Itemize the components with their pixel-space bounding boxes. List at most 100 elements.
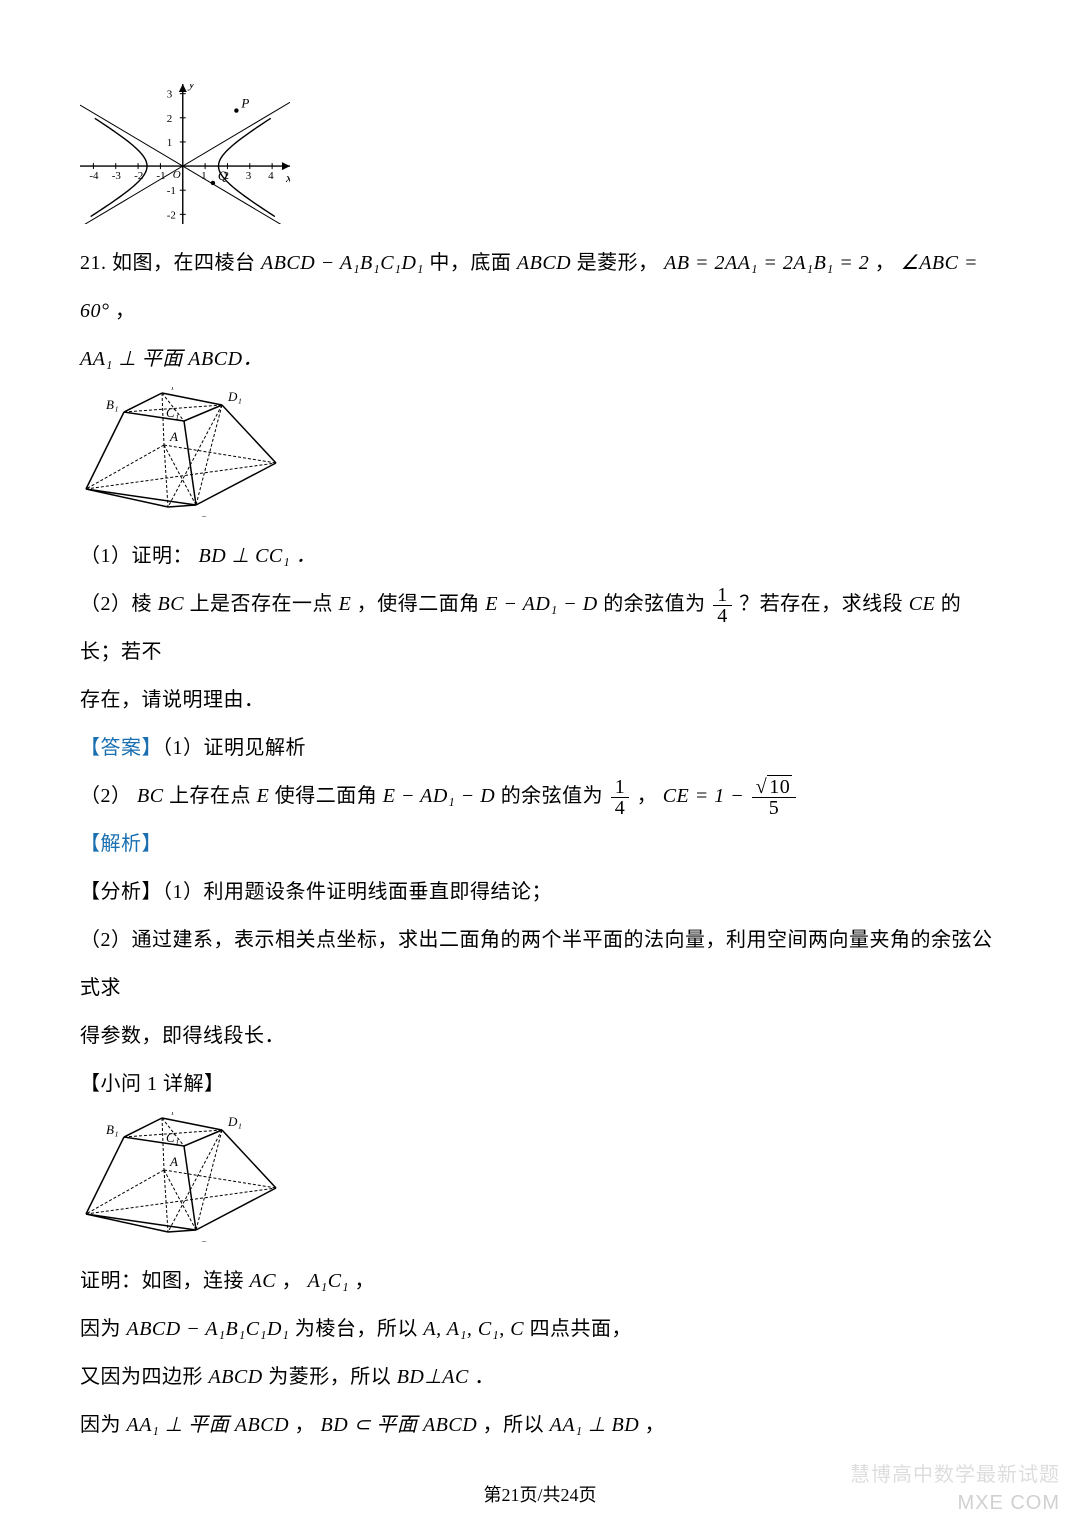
text: 为棱台，所以 [295,1318,424,1340]
svg-text:4: 4 [268,170,274,182]
math-a1c1: A₁C₁ [308,1270,349,1292]
fenxi2b: 得参数，即得线段长． [80,1025,285,1047]
figure-frustum-1: A₁D₁C₁B₁ADCBE [80,387,1000,522]
text: 中，底面 [429,252,517,274]
frac-den: 5 [752,798,796,818]
svg-text:3: 3 [246,170,252,182]
svg-text:A: A [169,1154,178,1169]
math-l4b: BD ⊂ 平面 ABCD [321,1414,478,1436]
math-e2: E [257,785,270,807]
math-base: ABCD [517,252,571,274]
text: ， [645,1414,666,1436]
svg-text:B₁: B₁ [106,1122,118,1137]
math-ce: CE [909,593,936,615]
text: 上存在点 [169,785,257,807]
text: ，所以 [483,1414,550,1436]
frac-den: 4 [713,606,732,626]
svg-text:-3: -3 [112,170,122,182]
frac-num: 1 [713,585,732,606]
svg-text:2: 2 [167,113,173,125]
answer-label: 【答案】 [80,737,162,759]
svg-text:Q: Q [218,168,228,183]
math-eq: AB = 2AA₁ = 2A₁B₁ = 2 [664,252,869,274]
svg-text:A₁: A₁ [161,1112,174,1115]
frac-num: 1 [611,777,630,798]
answer-line2: （2） BC 上存在点 E 使得二面角 E − AD₁ − D 的余弦值为 1 … [80,772,1000,820]
math-pts: A, A₁, C₁, C [423,1318,524,1340]
fenxi-line1: 【分析】（1）利用题设条件证明线面垂直即得结论； [80,868,1000,916]
fenxi-label: 【分析】 [80,881,162,903]
text: ， [875,252,896,274]
fenxi-line2b: 得参数，即得线段长． [80,1012,1000,1060]
q21-stem-line2: AA₁ ⊥ 平面 ABCD． [80,335,1000,383]
svg-text:E: E [165,515,174,517]
math-ac: AC [250,1270,277,1292]
text: ， [355,1270,376,1292]
proof-l1: 证明：如图，连接 AC ， A₁C₁ ， [80,1257,1000,1305]
frustum-svg-1: A₁D₁C₁B₁ADCBE [80,387,280,517]
svg-text:-1: -1 [156,170,165,182]
svg-text:-1: -1 [167,185,176,197]
svg-text:y: y [187,84,195,91]
svg-text:A₁: A₁ [161,387,174,390]
fenxi1: （1）利用题设条件证明线面垂直即得结论； [162,881,552,903]
frac-1-4: 1 4 [713,585,732,626]
proof-l3: 又因为四边形 ABCD 为菱形，所以 BD⊥AC ． [80,1353,1000,1401]
math-dihedral2: E − AD₁ − D [383,785,495,807]
svg-text:C: C [198,1238,207,1242]
text: 如图，在四棱台 [112,252,261,274]
text: 的余弦值为 [501,785,604,807]
q21-part1: （1）证明： BD ⊥ CC₁ ． [80,532,1000,580]
math-e: E [339,593,352,615]
proof-l2: 因为 ABCD − A₁B₁C₁D₁ 为棱台，所以 A, A₁, C₁, C 四… [80,1305,1000,1353]
text: 是菱形， [577,252,659,274]
text: （2） [80,785,132,807]
fenxi-line2: （2）通过建系，表示相关点坐标，求出二面角的两个半平面的法向量，利用空间两向量夹… [80,916,1000,1012]
svg-text:E: E [165,1240,174,1242]
svg-text:-4: -4 [89,170,99,182]
footer-text: 第21页/共24页 [483,1485,596,1505]
answer-line1: 【答案】（1）证明见解析 [80,724,1000,772]
figure-hyperbola: -4-3-2-1O1234-2-1123xyPQ [80,84,1000,229]
ce-lhs: CE = 1 − [663,785,750,807]
hyperbola-svg: -4-3-2-1O1234-2-1123xyPQ [80,84,290,224]
math-solid2: ABCD − A₁B₁C₁D₁ [127,1318,290,1340]
text: 的余弦值为 [603,593,706,615]
svg-text:C₁: C₁ [166,1130,179,1145]
page: -4-3-2-1O1234-2-1123xyPQ 21. 如图，在四棱台 ABC… [0,0,1080,1527]
text: 使得二面角 [275,785,383,807]
svg-text:3: 3 [167,89,173,101]
answer1: （1）证明见解析 [162,737,306,759]
svg-text:D₁: D₁ [227,1114,242,1129]
text: ， [637,785,658,807]
part1-label: （1）证明： [80,545,193,567]
text: ，使得二面角 [357,593,486,615]
figure-frustum-2: A₁D₁C₁B₁ADCBE [80,1112,1000,1247]
sub1-label-text: 【小问 1 详解】 [80,1073,225,1095]
svg-text:C: C [198,513,207,517]
part1-stmt: BD ⊥ CC₁ ． [199,545,317,567]
analysis-label: 【解析】 [80,833,162,855]
text: ， [295,1414,316,1436]
svg-text:C₁: C₁ [166,405,179,420]
math-dihedral: E − AD₁ − D [485,593,597,615]
svg-text:P: P [240,96,249,111]
math-abcd: ABCD [209,1366,263,1388]
svg-text:D₁: D₁ [227,389,242,404]
math-bc: BC [158,593,185,615]
text: 因为 [80,1414,127,1436]
proof-l4: 因为 AA₁ ⊥ 平面 ABCD ， BD ⊂ 平面 ABCD ，所以 AA₁ … [80,1401,1000,1449]
svg-text:-2: -2 [134,170,143,182]
text: ， [115,300,136,322]
frac-num: √10 [752,777,796,798]
math-l4a: AA₁ ⊥ 平面 ABCD [127,1414,290,1436]
text: ． [474,1366,495,1388]
watermark-top: 慧博高中数学最新试题 [850,1458,1060,1487]
frac-sqrt10-5: √10 5 [752,777,796,818]
ce-eq: CE = 1 − √10 5 [663,785,799,807]
math-bc2: BC [137,785,164,807]
q21-stem-line1: 21. 如图，在四棱台 ABCD − A₁B₁C₁D₁ 中，底面 ABCD 是菱… [80,239,1000,335]
text: ， [282,1270,303,1292]
svg-text:A: A [169,429,178,444]
text: 上是否存在一点 [190,593,339,615]
